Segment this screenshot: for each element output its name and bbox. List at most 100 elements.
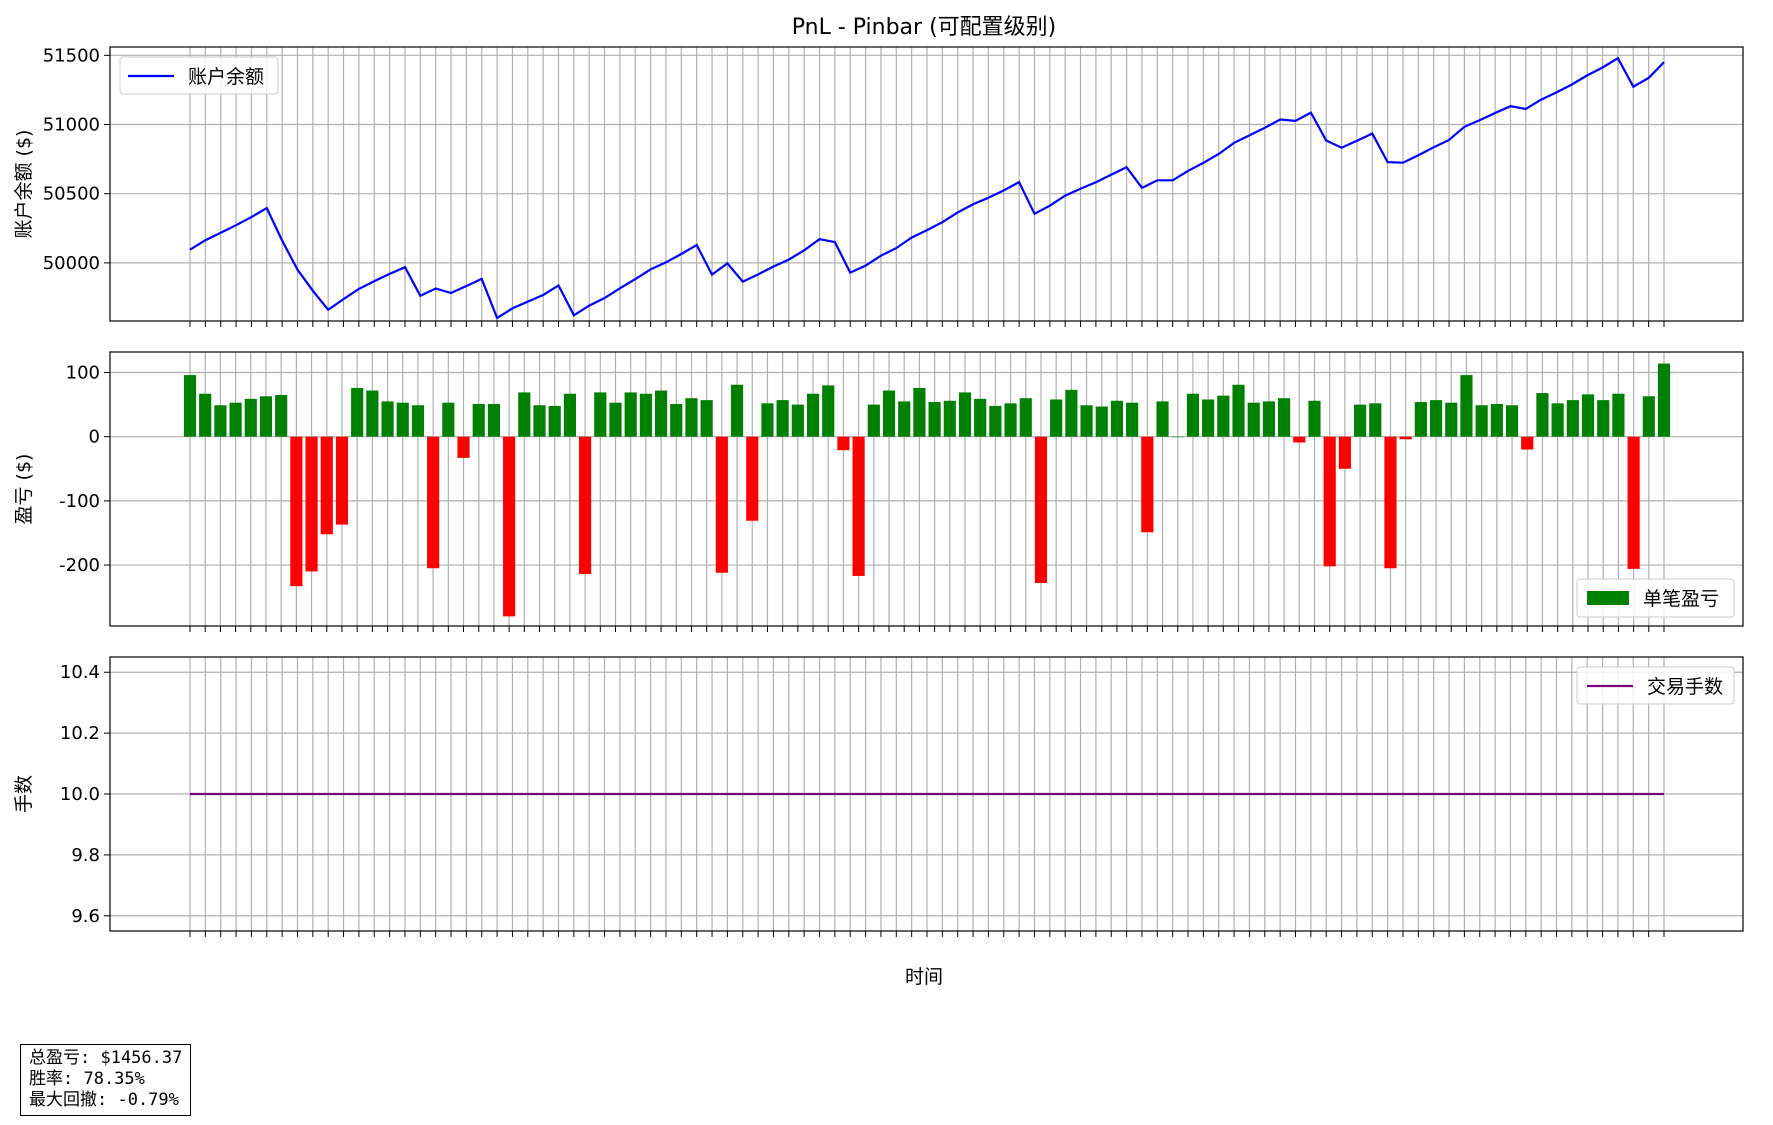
pnl-bar: [1414, 402, 1427, 437]
pnl-bar: [259, 396, 273, 437]
pnl-bar: [1202, 399, 1215, 437]
legend-label: 单笔盈亏: [1643, 588, 1719, 610]
pnl-bar: [624, 392, 637, 437]
y-tick-label: 9.6: [71, 906, 100, 927]
y-axis-label: 盈亏 ($): [13, 454, 35, 525]
pnl-bar: [609, 402, 622, 437]
pnl-bar: [867, 404, 880, 437]
chart-title: PnL - Pinbar (可配置级别): [792, 15, 1057, 40]
axes-frame: [109, 656, 1744, 932]
pnl-bar: [1657, 363, 1671, 437]
pnl-bar: [1278, 398, 1291, 437]
pnl-bar: [730, 384, 744, 437]
pnl-bar: [442, 402, 455, 437]
pnl-bar: [1186, 393, 1200, 437]
pnl-bar: [943, 400, 956, 437]
pnl-bar: [1080, 405, 1093, 437]
pnl-bar: [989, 405, 1002, 437]
y-tick-label: 10.4: [60, 662, 100, 683]
pnl-bar: [791, 404, 804, 437]
pnl-bar: [1581, 394, 1595, 437]
pnl-bar: [1536, 393, 1549, 437]
x-axis-label: 时间: [905, 966, 943, 988]
pnl-bar: [563, 393, 576, 437]
pnl-bar: [928, 402, 941, 437]
y-axis-label: 手数: [13, 775, 35, 813]
pnl-bar: [427, 436, 440, 569]
pnl-bar: [275, 394, 288, 437]
balance-panel: 50000 50500 51000 51500 账户余额 ($) 账户余额: [13, 45, 1744, 327]
pnl-bar: [1612, 393, 1625, 437]
pnl-bar: [183, 375, 197, 437]
pnl-bar: [1217, 395, 1230, 437]
pnl-bar: [1460, 375, 1473, 437]
legend-box: [119, 56, 279, 95]
y-tick-label: 10.0: [60, 784, 100, 805]
pnl-bar: [1384, 436, 1397, 569]
pnl-bar: [533, 405, 546, 437]
pnl-bar: [898, 401, 911, 437]
y-tick-label: 51500: [43, 45, 100, 66]
pnl-bar: [411, 405, 425, 437]
pnl-bar: [335, 436, 349, 525]
legend-bar-swatch: [1587, 591, 1629, 605]
pnl-bar: [214, 405, 227, 437]
y-axis-label: 账户余额 ($): [13, 130, 35, 239]
pnl-bar: [1095, 406, 1108, 437]
pnl-bar: [1308, 400, 1321, 437]
y-tick-label: 100: [66, 363, 100, 384]
pnl-bar: [1399, 436, 1412, 440]
pnl-bar: [1126, 402, 1139, 437]
pnl-bar: [837, 436, 850, 451]
pnl-bar: [882, 390, 896, 437]
pnl-bar: [1019, 398, 1032, 437]
pnl-bar: [366, 390, 379, 437]
pnl-bar: [1156, 401, 1169, 437]
pnl-bar: [1566, 400, 1579, 437]
pnl-bar: [229, 402, 242, 437]
pnl-bar: [776, 400, 789, 437]
axes-frame: [109, 46, 1744, 322]
pnl-bar: [1232, 384, 1245, 437]
win-rate-text: 胜率: 78.35%: [29, 1069, 145, 1089]
y-tick-label: 9.8: [71, 845, 100, 866]
total-pnl-text: 总盈亏: $1456.37: [29, 1048, 183, 1068]
pnl-bar: [685, 398, 698, 437]
pnl-bar: [852, 436, 865, 576]
pnl-bar: [1065, 389, 1078, 437]
pnl-bar: [715, 436, 728, 573]
pnl-bar: [503, 436, 516, 617]
pnl-panel: -200 -100 0 100 盈亏 ($) 单笔盈亏: [13, 351, 1744, 632]
pnl-bar: [1490, 403, 1503, 437]
pnl-bar: [487, 403, 500, 437]
pnl-bar: [396, 402, 409, 437]
axes-frame: [109, 351, 1744, 627]
pnl-bar: [381, 401, 394, 437]
balance-legend: 账户余额: [119, 56, 279, 95]
pnl-bar: [1262, 401, 1275, 437]
pnl-bar: [1642, 396, 1655, 437]
y-tick-label: 50000: [43, 253, 100, 274]
y-tick-label: 0: [89, 427, 100, 448]
legend-label: 交易手数: [1647, 676, 1723, 698]
pnl-bar: [746, 436, 759, 521]
pnl-bar: [305, 436, 318, 572]
y-tick-label: 10.2: [60, 723, 100, 744]
pnl-bar: [1445, 402, 1458, 437]
pnl-bar: [244, 398, 257, 437]
pnl-bar: [1338, 436, 1351, 469]
pnl-bar: [1247, 402, 1260, 437]
y-tick-label: 50500: [43, 184, 100, 205]
pnl-bar: [974, 398, 987, 437]
pnl-bar: [1551, 403, 1564, 437]
pnl-bar: [1050, 399, 1063, 437]
pnl-bar: [351, 387, 364, 437]
pnl-bar: [548, 405, 561, 437]
pnl-bar: [1369, 403, 1382, 437]
pnl-bar: [1293, 436, 1306, 443]
pnl-bar: [1323, 436, 1336, 567]
pnl-bar: [1475, 405, 1488, 437]
pnl-bar: [1627, 436, 1640, 569]
pnl-bar: [1521, 436, 1534, 450]
